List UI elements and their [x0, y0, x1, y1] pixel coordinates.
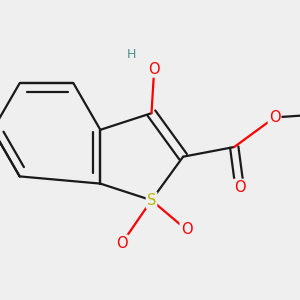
Text: O: O [148, 61, 160, 76]
Text: O: O [234, 180, 245, 195]
Text: H: H [127, 47, 136, 61]
Text: S: S [147, 193, 156, 208]
Text: O: O [181, 222, 192, 237]
Text: O: O [269, 110, 280, 125]
Text: O: O [116, 236, 128, 251]
